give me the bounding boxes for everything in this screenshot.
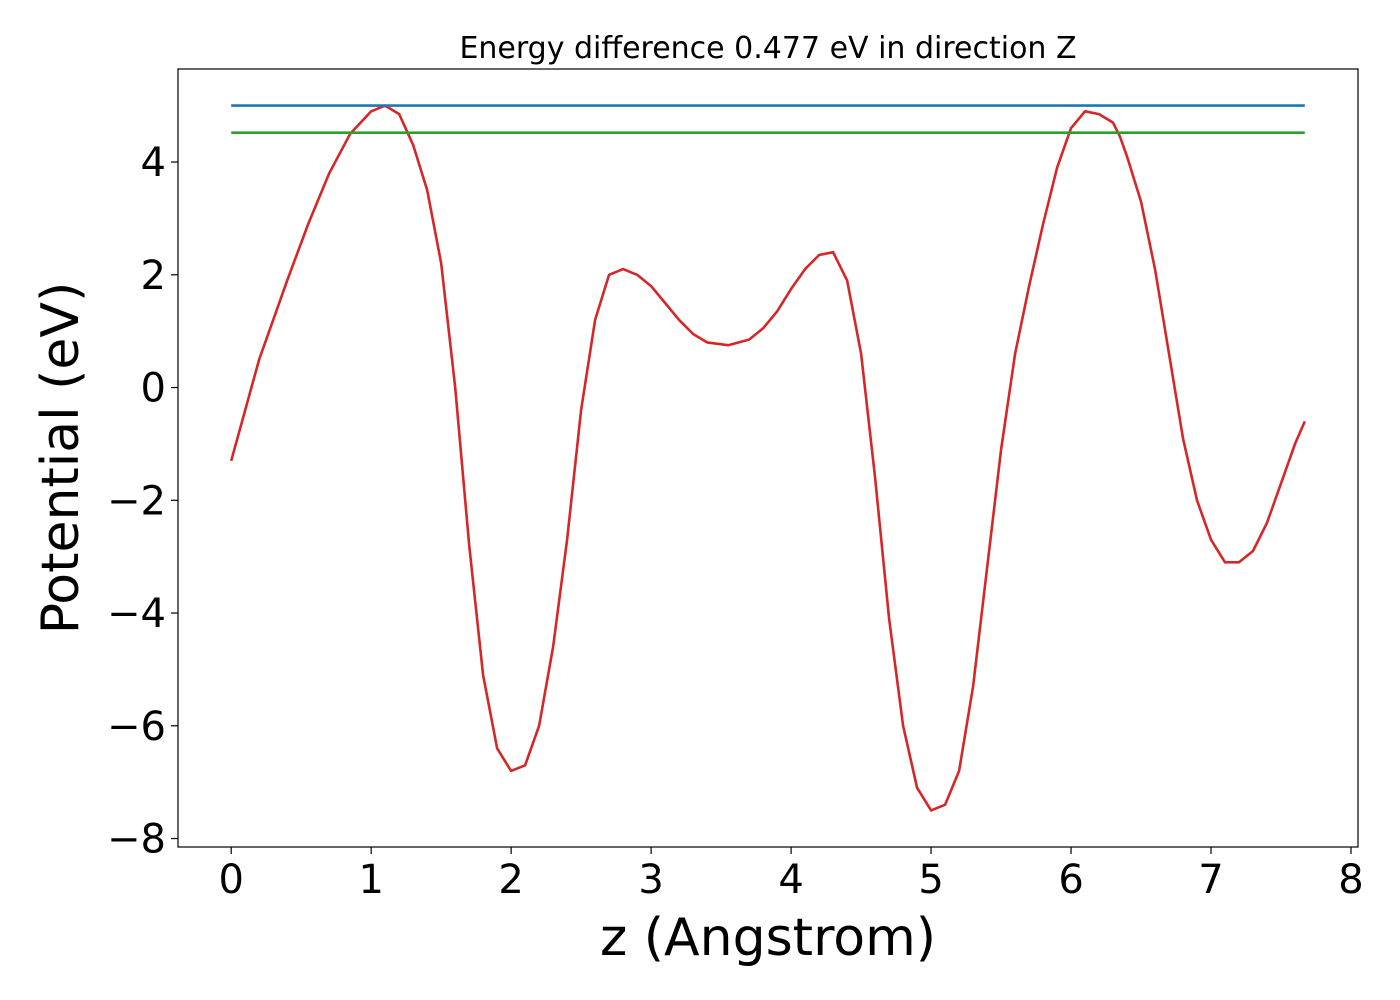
x-tick-label: 3 xyxy=(638,857,663,903)
chart-title: Energy difference 0.477 eV in direction … xyxy=(459,31,1076,66)
series-layer xyxy=(229,104,1306,812)
y-tick-label: 0 xyxy=(141,366,166,412)
x-tick-label: 8 xyxy=(1338,857,1363,903)
y-tick-label: −2 xyxy=(107,478,166,524)
x-tick-label: 1 xyxy=(358,857,383,903)
x-tick-label: 4 xyxy=(778,857,803,903)
y-tick-label: −6 xyxy=(107,704,166,750)
y-tick-label: −8 xyxy=(107,817,166,863)
x-tick-label: 6 xyxy=(1058,857,1083,903)
x-axis-label: z (Angstrom) xyxy=(600,908,936,968)
y-axis-ticks: −8 −6 −4 −2 0 2 4 xyxy=(107,140,178,863)
y-axis-label: Potential (eV) xyxy=(31,282,91,634)
y-tick-label: 2 xyxy=(141,253,166,299)
plot-background xyxy=(178,69,1358,847)
x-tick-label: 5 xyxy=(918,857,943,903)
x-axis-ticks: 0 1 2 3 4 5 6 7 8 xyxy=(218,847,1364,903)
x-tick-label: 2 xyxy=(498,857,523,903)
y-tick-label: 4 xyxy=(141,140,166,186)
y-tick-label: −4 xyxy=(107,591,166,637)
x-tick-label: 0 xyxy=(218,857,243,903)
series-line-1 xyxy=(229,104,1306,812)
x-tick-label: 7 xyxy=(1198,857,1223,903)
plot-frame xyxy=(177,68,1359,848)
